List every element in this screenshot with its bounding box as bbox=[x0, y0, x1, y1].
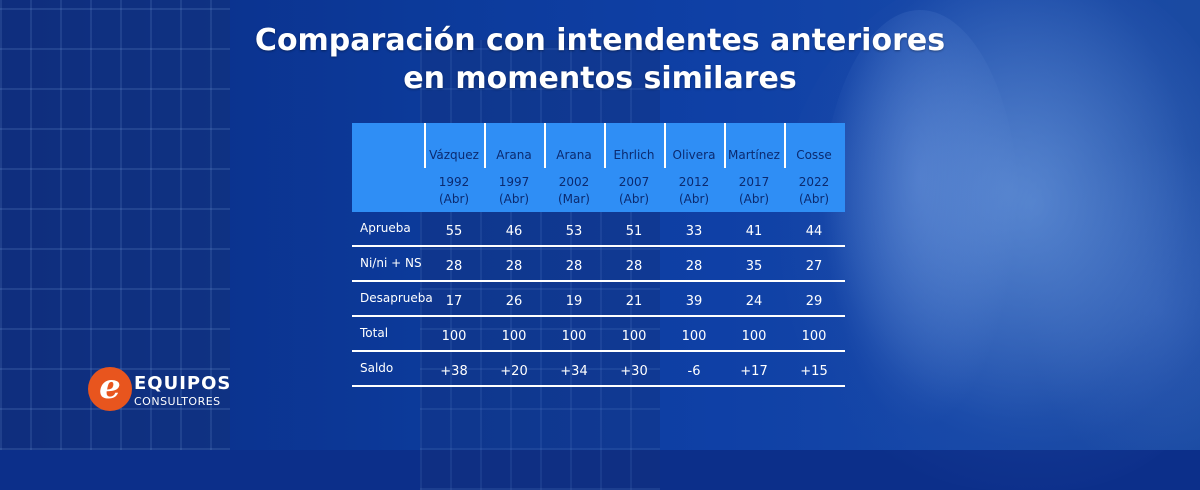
column-divider bbox=[484, 123, 486, 168]
table-cell: 28 bbox=[625, 259, 643, 274]
column-year: 1997 bbox=[498, 175, 530, 189]
column-name: Arana bbox=[556, 148, 592, 162]
table-cell: 100 bbox=[441, 329, 467, 344]
building-image bbox=[0, 0, 230, 450]
brand-name: EQUIPOS bbox=[134, 373, 232, 394]
table-row: Desaprueba 17 26 19 21 39 24 29 bbox=[352, 282, 845, 317]
column-year: 2002 bbox=[558, 175, 590, 189]
table-cell: +38 bbox=[440, 364, 468, 379]
column-name: Olivera bbox=[672, 148, 716, 162]
table-row: Aprueba 55 46 53 51 33 41 44 bbox=[352, 212, 845, 247]
column-name: Vázquez bbox=[429, 148, 479, 162]
row-divider bbox=[352, 280, 845, 282]
column-header: Arana 1997 (Abr) bbox=[484, 123, 544, 212]
row-divider bbox=[352, 245, 845, 247]
table-cell: 46 bbox=[505, 224, 523, 239]
column-year: 1992 bbox=[438, 175, 470, 189]
column-month: (Abr) bbox=[438, 192, 470, 206]
column-name: Cosse bbox=[796, 148, 832, 162]
table-cell: 28 bbox=[445, 259, 463, 274]
table-cell: 100 bbox=[801, 329, 827, 344]
table-cell: 24 bbox=[745, 294, 763, 309]
table-cell: +20 bbox=[500, 364, 528, 379]
column-month: (Abr) bbox=[738, 192, 770, 206]
table-cell: 39 bbox=[685, 294, 703, 309]
logo-e-icon: e bbox=[88, 367, 132, 411]
brand-subtitle: CONSULTORES bbox=[134, 395, 221, 408]
table-cell: 100 bbox=[561, 329, 587, 344]
column-month: (Abr) bbox=[498, 192, 530, 206]
table-cell: 100 bbox=[621, 329, 647, 344]
table-cell: 51 bbox=[625, 224, 643, 239]
table-cell: 28 bbox=[565, 259, 583, 274]
column-header: Martínez 2017 (Abr) bbox=[724, 123, 784, 212]
column-name: Arana bbox=[496, 148, 532, 162]
table-cell: +34 bbox=[560, 364, 588, 379]
portrait-hair bbox=[820, 10, 1020, 430]
table-cell: 33 bbox=[685, 224, 703, 239]
table-cell: 53 bbox=[565, 224, 583, 239]
table-row: Ni/ni + NS 28 28 28 28 28 35 27 bbox=[352, 247, 845, 282]
table-cell: 100 bbox=[501, 329, 527, 344]
table-row: Saldo +38 +20 +34 +30 -6 +17 +15 bbox=[352, 352, 845, 387]
column-header: Olivera 2012 (Abr) bbox=[664, 123, 724, 212]
column-header: Vázquez 1992 (Abr) bbox=[424, 123, 484, 212]
column-name: Ehrlich bbox=[613, 148, 655, 162]
column-divider bbox=[664, 123, 666, 168]
row-label: Saldo bbox=[360, 361, 394, 375]
row-label: Aprueba bbox=[360, 221, 411, 235]
column-name: Martínez bbox=[728, 148, 780, 162]
row-label: Total bbox=[360, 326, 389, 340]
column-year: 2022 bbox=[798, 175, 830, 189]
column-year: 2017 bbox=[738, 175, 770, 189]
table-row: Total 100 100 100 100 100 100 100 bbox=[352, 317, 845, 352]
table-cell: -6 bbox=[687, 364, 701, 379]
column-year: 2007 bbox=[618, 175, 650, 189]
row-divider bbox=[352, 315, 845, 317]
table-cell: 41 bbox=[745, 224, 763, 239]
column-divider bbox=[424, 123, 426, 168]
table-cell: 28 bbox=[685, 259, 703, 274]
table-cell: 19 bbox=[565, 294, 583, 309]
column-month: (Abr) bbox=[618, 192, 650, 206]
column-month: (Mar) bbox=[557, 192, 590, 206]
column-divider bbox=[544, 123, 546, 168]
column-header: Ehrlich 2007 (Abr) bbox=[604, 123, 664, 212]
table-cell: 27 bbox=[805, 259, 823, 274]
row-label: Desaprueba bbox=[360, 291, 433, 305]
row-divider bbox=[352, 350, 845, 352]
portrait-image bbox=[780, 0, 1200, 490]
title-line-1: Comparación con intendentes anteriores bbox=[254, 23, 946, 58]
page-title: Comparación con intendentes anteriores e… bbox=[0, 22, 1200, 98]
title-line-2: en momentos similares bbox=[403, 61, 797, 96]
table-cell: 35 bbox=[745, 259, 763, 274]
column-divider bbox=[784, 123, 786, 168]
table-cell: +30 bbox=[620, 364, 648, 379]
column-header: Cosse 2022 (Abr) bbox=[784, 123, 844, 212]
column-divider bbox=[604, 123, 606, 168]
table-cell: 44 bbox=[805, 224, 823, 239]
row-divider bbox=[352, 385, 845, 387]
column-month: (Abr) bbox=[798, 192, 830, 206]
column-header: Arana 2002 (Mar) bbox=[544, 123, 604, 212]
table-cell: 29 bbox=[805, 294, 823, 309]
brand-logo: e EQUIPOS CONSULTORES bbox=[88, 367, 232, 413]
building-image bbox=[420, 40, 660, 490]
column-divider bbox=[724, 123, 726, 168]
table-cell: 17 bbox=[445, 294, 463, 309]
table-cell: 100 bbox=[681, 329, 707, 344]
row-label: Ni/ni + NS bbox=[360, 256, 422, 270]
table-cell: 28 bbox=[505, 259, 523, 274]
table-cell: 55 bbox=[445, 224, 463, 239]
table-header bbox=[352, 123, 845, 212]
table-cell: +15 bbox=[800, 364, 828, 379]
table-cell: 26 bbox=[505, 294, 523, 309]
table-cell: 100 bbox=[741, 329, 767, 344]
column-month: (Abr) bbox=[678, 192, 710, 206]
column-year: 2012 bbox=[678, 175, 710, 189]
table-cell: +17 bbox=[740, 364, 768, 379]
table-cell: 21 bbox=[625, 294, 643, 309]
